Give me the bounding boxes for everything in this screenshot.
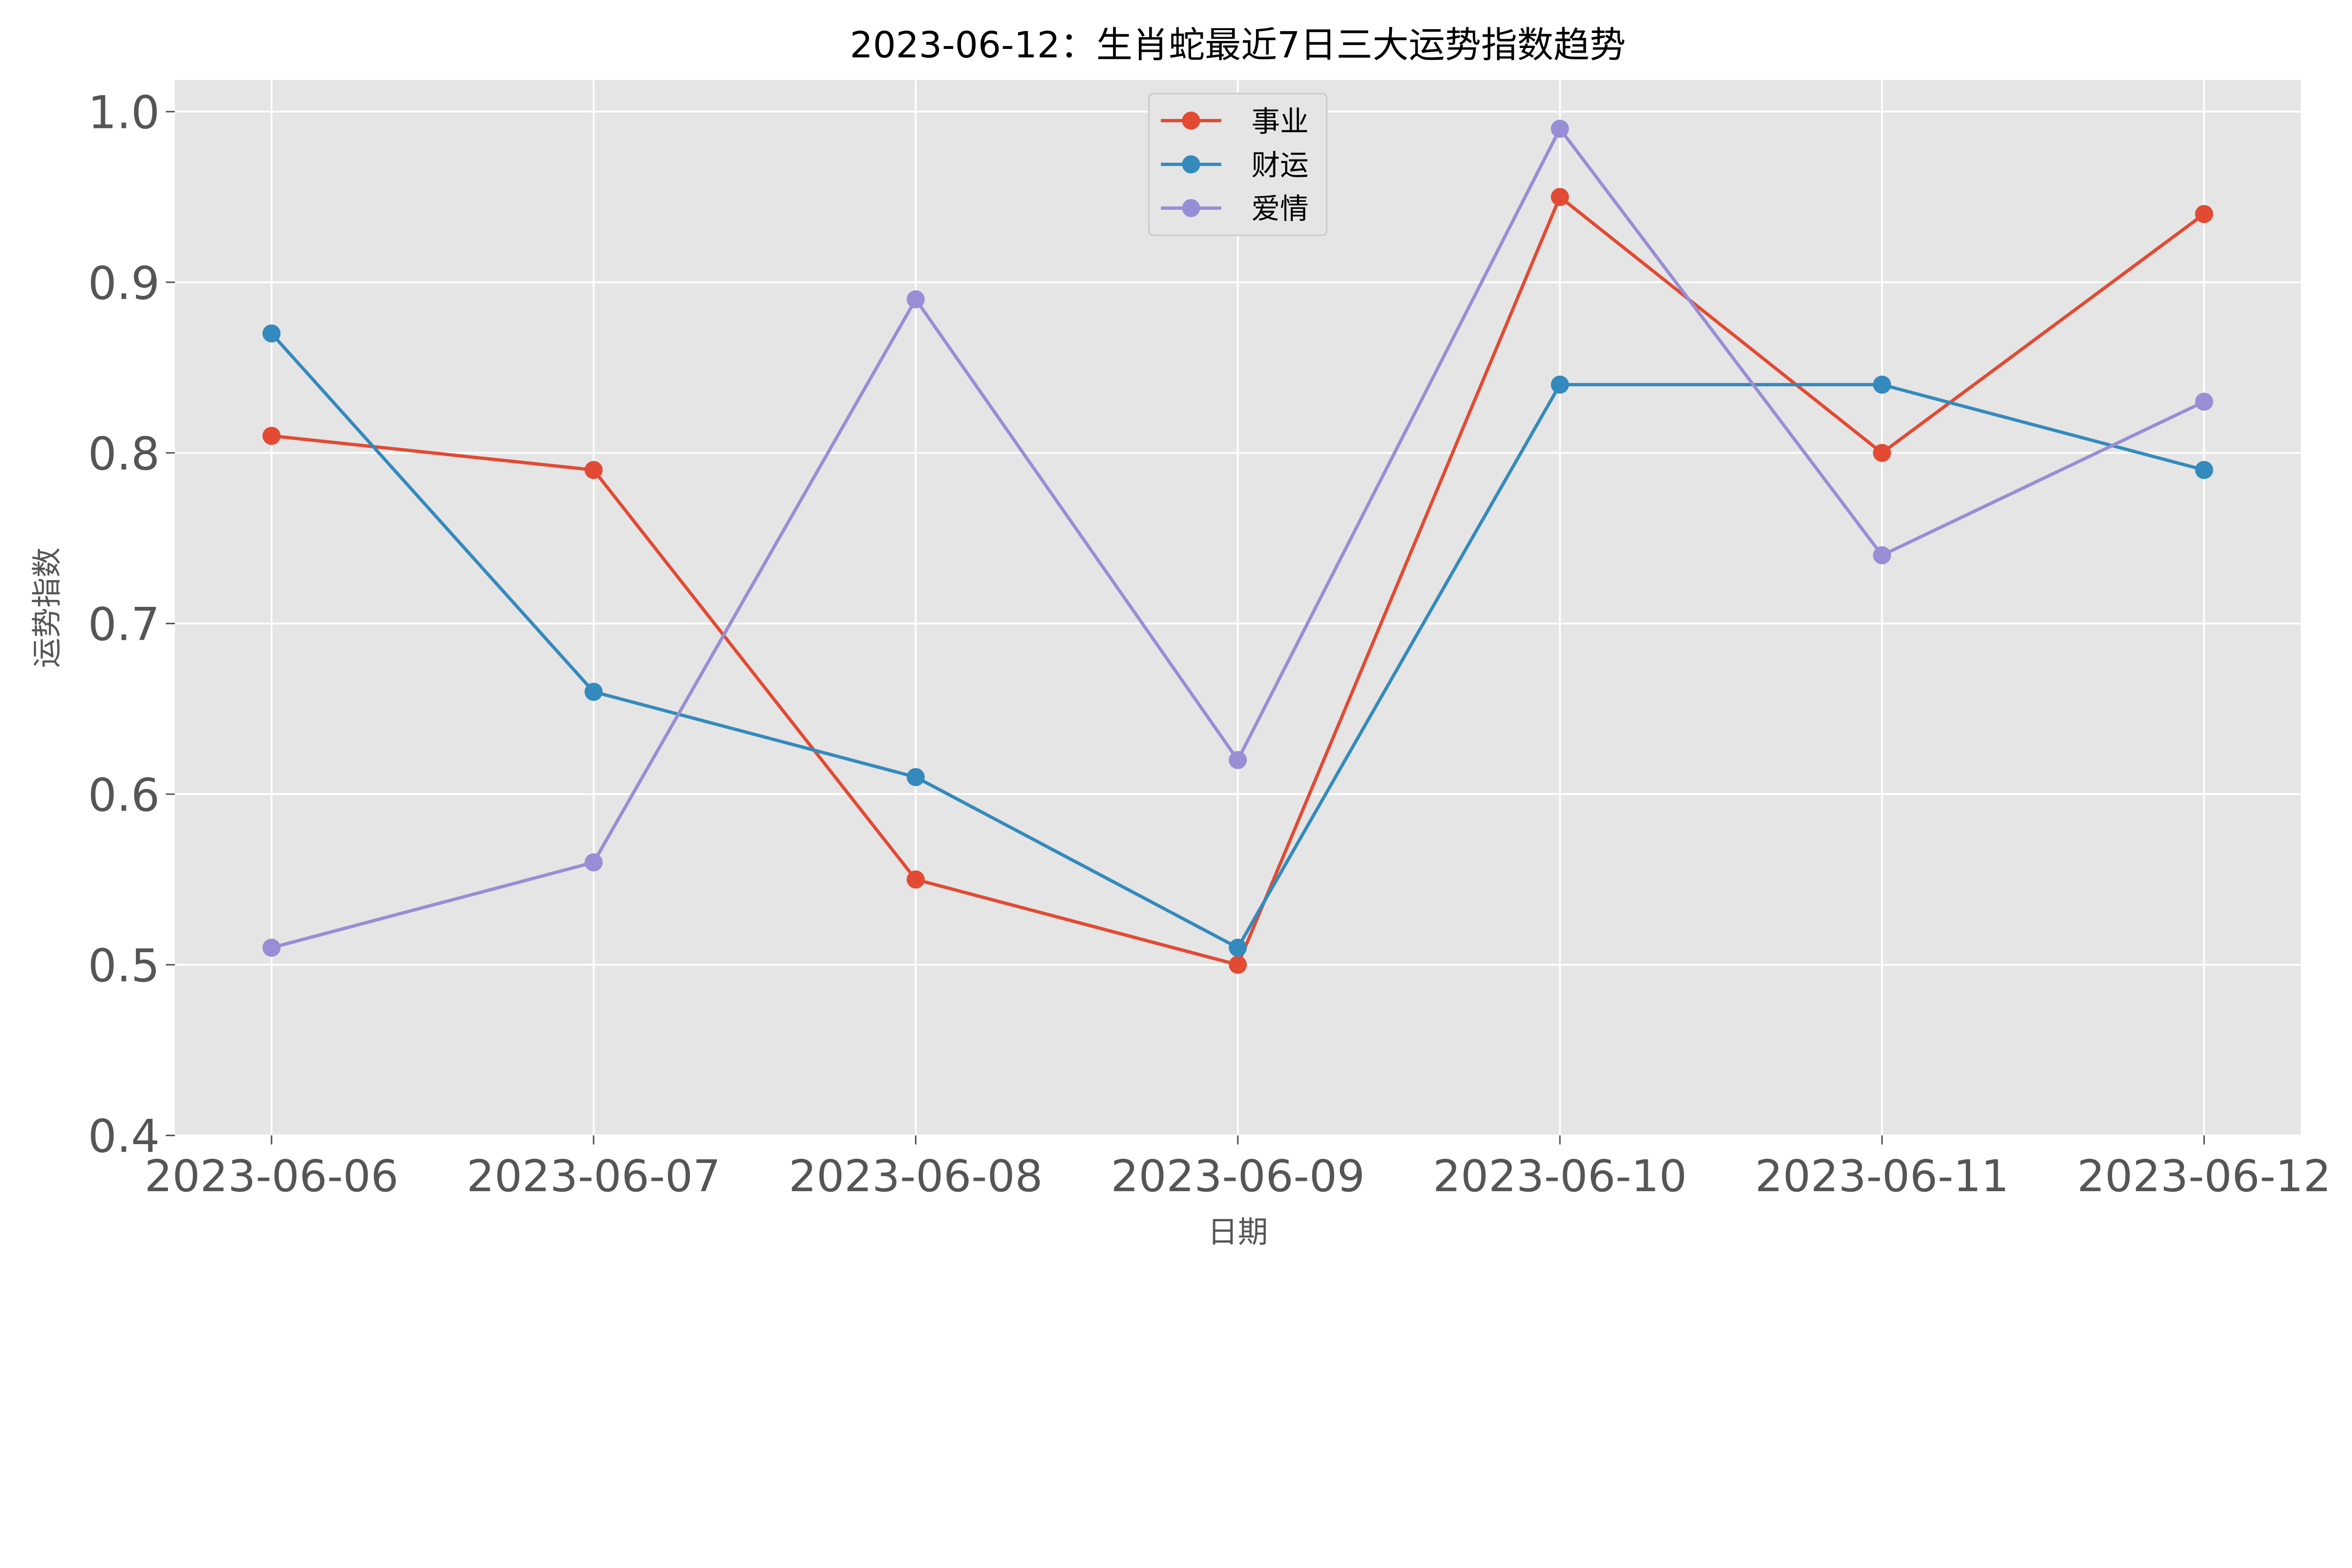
data-point xyxy=(906,870,925,889)
series-1 xyxy=(262,324,2213,957)
data-point xyxy=(2195,205,2213,223)
data-point xyxy=(1873,444,1891,462)
data-point xyxy=(584,461,603,479)
data-point xyxy=(1550,188,1569,206)
y-ticks: 0.4 0.5 0.6 0.7 0.8 0.9 1.0 xyxy=(88,87,175,1163)
data-point xyxy=(1229,751,1247,769)
data-point xyxy=(2195,392,2213,411)
x-axis-label: 日期 xyxy=(1208,1215,1268,1250)
y-tick-label: 0.4 xyxy=(88,1110,160,1163)
legend-marker xyxy=(1182,111,1200,130)
x-tick-label: 2023-06-06 xyxy=(144,1151,398,1202)
y-tick-label: 0.8 xyxy=(88,428,160,480)
x-tick-label: 2023-06-10 xyxy=(1433,1151,1687,1202)
y-axis-label: 运势指数 xyxy=(30,547,65,668)
data-point xyxy=(1550,119,1569,138)
legend-label: 爱情 xyxy=(1251,192,1309,226)
data-point xyxy=(2195,461,2213,479)
x-tick-label: 2023-06-07 xyxy=(467,1151,721,1202)
data-point xyxy=(1873,546,1891,565)
data-point xyxy=(262,427,281,445)
x-tick-label: 2023-06-08 xyxy=(789,1151,1043,1202)
data-point xyxy=(584,853,603,872)
chart-title: 2023-06-12：生肖蛇最近7日三大运势指数趋势 xyxy=(850,24,1626,66)
data-point xyxy=(262,939,281,957)
data-point xyxy=(1229,955,1247,974)
series-0 xyxy=(262,188,2213,974)
data-point xyxy=(1229,939,1247,957)
series-group xyxy=(262,119,2213,974)
legend-marker xyxy=(1182,155,1200,174)
y-tick-label: 0.6 xyxy=(88,769,160,821)
series-2 xyxy=(262,119,2213,957)
data-point xyxy=(906,290,925,309)
legend-label: 财运 xyxy=(1251,149,1309,182)
x-tick-label: 2023-06-12 xyxy=(2077,1151,2331,1202)
legend-marker xyxy=(1182,199,1200,217)
x-ticks: 2023-06-06 2023-06-07 2023-06-08 2023-06-09… xyxy=(144,1135,2331,1202)
x-tick-label: 2023-06-09 xyxy=(1111,1151,1365,1202)
data-point xyxy=(906,768,925,787)
data-point xyxy=(584,683,603,701)
y-tick-label: 0.9 xyxy=(88,257,160,310)
legend-label: 事业 xyxy=(1251,105,1309,138)
data-point xyxy=(262,324,281,343)
x-tick-label: 2023-06-11 xyxy=(1755,1151,2009,1202)
data-point xyxy=(1873,375,1891,394)
line-chart: 2023-06-12：生肖蛇最近7日三大运势指数趋势 2023-06-06 202… xyxy=(30,24,2331,1250)
data-point xyxy=(1550,375,1569,394)
y-tick-label: 0.7 xyxy=(88,598,160,651)
y-tick-label: 1.0 xyxy=(88,87,160,139)
y-tick-label: 0.5 xyxy=(88,939,160,992)
